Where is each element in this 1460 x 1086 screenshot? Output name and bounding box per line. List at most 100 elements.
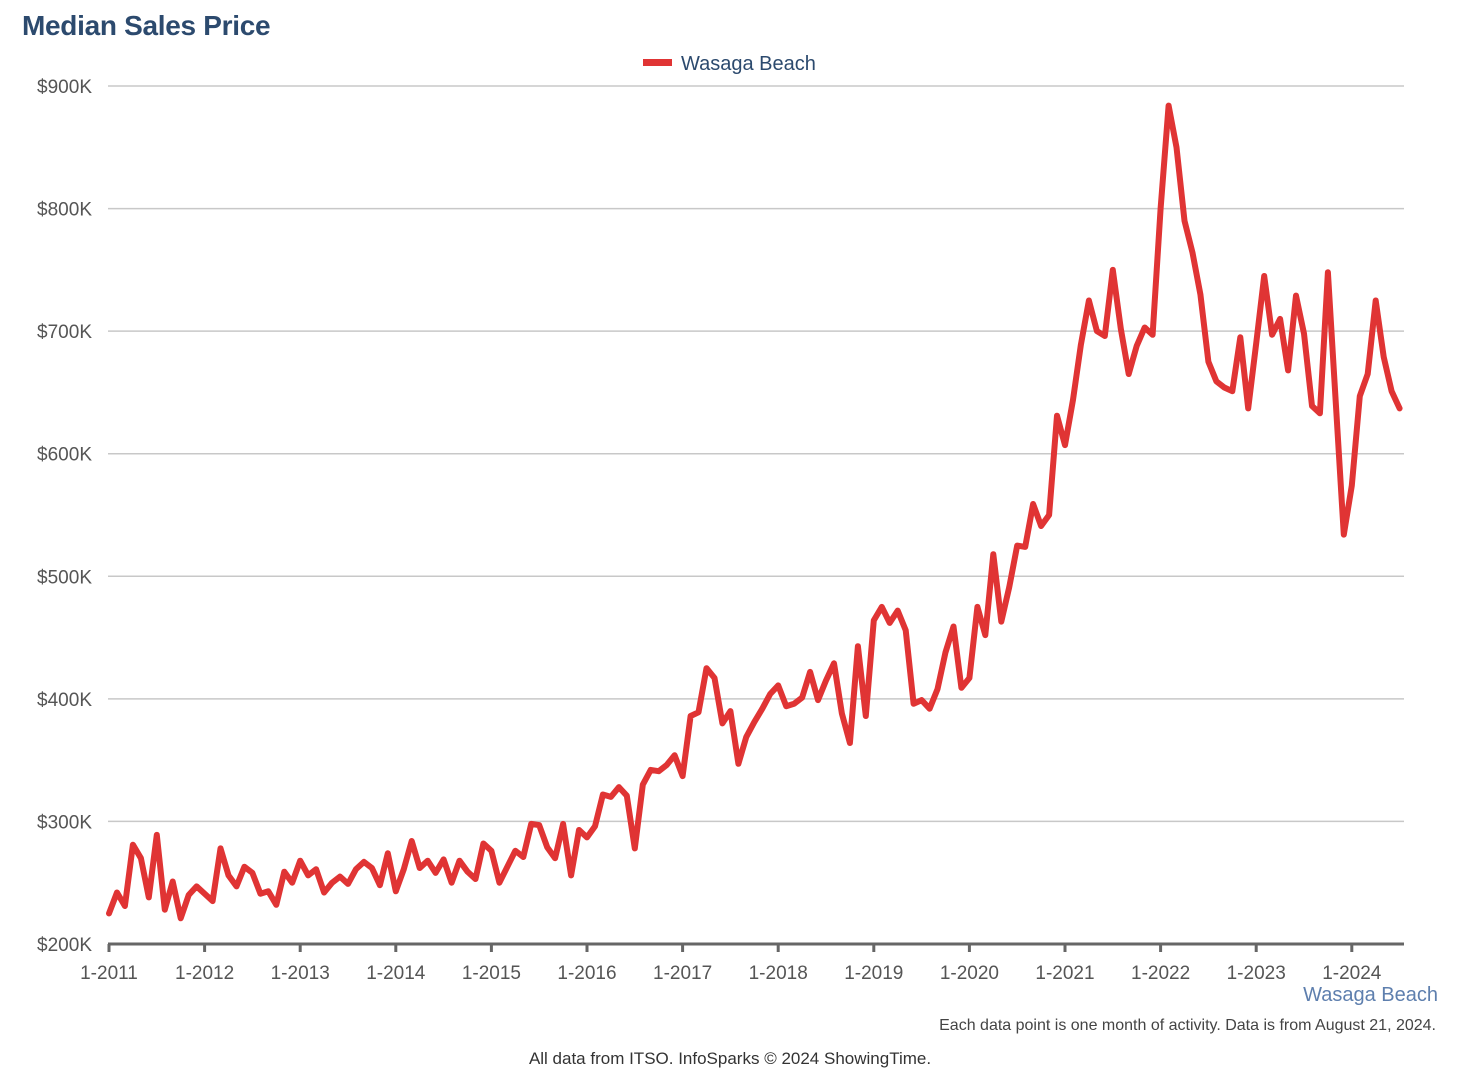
y-tick-label: $700K [37,322,92,343]
data-point [600,792,606,798]
data-point [488,848,494,854]
data-point [106,910,112,916]
data-point [1014,543,1020,549]
data-point [281,869,287,875]
data-point [879,604,885,610]
x-tick-label: 1-2016 [557,963,616,984]
data-point [202,891,208,897]
data-point [361,859,367,865]
data-point [536,822,542,828]
data-point [1102,333,1108,339]
data-point [409,838,415,844]
data-point [210,898,216,904]
data-point [1397,405,1403,411]
data-point [480,841,486,847]
data-point [982,632,988,638]
series-group [106,102,1403,922]
data-point [1205,359,1211,365]
data-point [823,678,829,684]
data-point [1054,413,1060,419]
data-point [186,892,192,898]
data-point [935,686,941,692]
data-point [951,624,957,630]
data-point [688,713,694,719]
data-point [1349,483,1355,489]
data-point [927,706,933,712]
data-point [1158,206,1164,212]
data-point [528,821,534,827]
data-point [194,883,200,889]
data-point [1062,442,1068,448]
data-point [1078,342,1084,348]
data-point [616,784,622,790]
data-point [257,891,263,897]
data-point [1006,584,1012,590]
data-point [1213,378,1219,384]
data-point [943,649,949,655]
data-point [234,883,240,889]
legend-label[interactable]: Wasaga Beach [681,53,816,75]
data-point [265,888,271,894]
data-point [791,701,797,707]
data-point [552,855,558,861]
data-point [998,619,1004,625]
data-point [759,706,765,712]
data-point [1110,267,1116,273]
data-point [1142,325,1148,331]
data-point [1373,298,1379,304]
data-point [727,708,733,714]
data-point [640,782,646,788]
y-tick-label: $400K [37,690,92,711]
data-point [855,643,861,649]
data-point [1221,385,1227,391]
data-point [1166,103,1172,109]
data-point [958,685,964,691]
data-point [369,865,375,871]
data-point [1365,371,1371,377]
data-point [799,695,805,701]
data-point [329,880,335,886]
data-point [393,888,399,894]
data-point [1309,403,1315,409]
data-point [1389,388,1395,394]
data-point [1333,402,1339,408]
region-label[interactable]: Wasaga Beach [1303,984,1438,1006]
x-tick-label: 1-2020 [940,963,999,984]
data-point [273,902,279,908]
data-point [138,855,144,861]
data-point [154,832,160,838]
data-point [122,903,128,909]
data-point [504,864,510,870]
legend[interactable]: Wasaga Beach [643,53,816,75]
data-point [496,880,502,886]
data-point [743,734,749,740]
data-point [114,890,120,896]
data-point [345,881,351,887]
data-point [1134,343,1140,349]
line-chart: $200K $300K $400K $500K $600K $700K $800K $900K… [37,53,1404,984]
data-point [1229,388,1235,394]
data-point [751,719,757,725]
y-tick-label: $900K [37,77,92,98]
y-tick-label: $200K [37,935,92,956]
data-point [863,713,869,719]
data-point [1261,273,1267,279]
data-point [1086,298,1092,304]
x-tick-label: 1-2013 [271,963,330,984]
data-note: Each data point is one month of activity… [939,1017,1436,1034]
data-point [1341,532,1347,538]
data-point [377,882,383,888]
y-axis-tick-labels: $200K $300K $400K $500K $600K $700K $800K $900K [37,77,92,956]
x-tick-label: 1-2011 [80,963,138,984]
data-point [783,703,789,709]
data-point [1293,293,1299,299]
data-point [1070,397,1076,403]
data-point [775,682,781,688]
data-point [297,858,303,864]
data-point [385,850,391,856]
data-point [401,866,407,872]
y-tick-label: $500K [37,567,92,588]
chart-title: Median Sales Price [22,10,271,41]
x-tick-label: 1-2015 [462,963,521,984]
data-point [974,604,980,610]
